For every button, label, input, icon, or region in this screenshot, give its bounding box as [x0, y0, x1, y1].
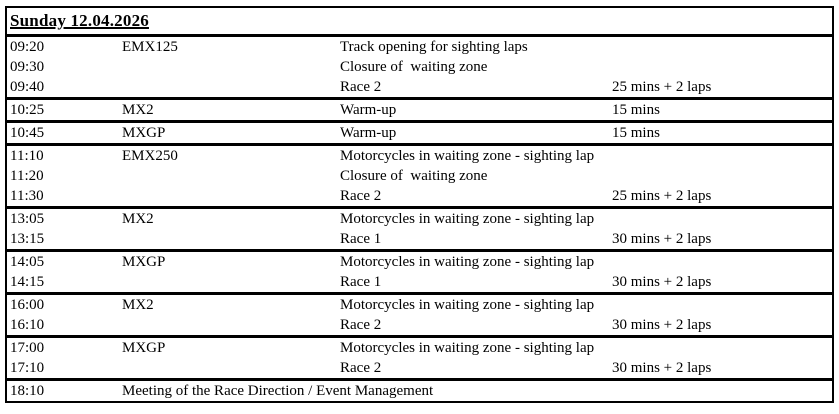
duration-cell: 15 mins	[612, 102, 660, 118]
description-cell: Race 1	[340, 231, 382, 247]
description-cell: Motorcycles in waiting zone - sighting l…	[340, 340, 595, 356]
class-cell: MXGP	[122, 125, 166, 141]
table-row: 14:05 MXGP Motorcycles in waiting zone -…	[7, 252, 832, 272]
schedule-table: Sunday 12.04.2026 09:20 EMX125 Track ope…	[5, 6, 834, 403]
time-cell: 10:45	[10, 125, 45, 141]
class-cell: EMX250	[122, 148, 178, 164]
description-cell: Race 1	[340, 274, 382, 290]
time-cell: 11:10	[10, 148, 44, 164]
schedule-group-emx125: 09:20 EMX125 Track opening for sighting …	[7, 34, 832, 97]
schedule-group-mx2-race2: 16:00 MX2 Motorcycles in waiting zone - …	[7, 292, 832, 335]
schedule-group-emx250: 11:10 EMX250 Motorcycles in waiting zone…	[7, 143, 832, 206]
description-cell: Motorcycles in waiting zone - sighting l…	[340, 254, 595, 270]
time-cell: 09:20	[10, 39, 45, 55]
description-cell: Closure of waiting zone	[340, 59, 488, 75]
schedule-group-mx2-race1: 13:05 MX2 Motorcycles in waiting zone - …	[7, 206, 832, 249]
duration-cell: 25 mins + 2 laps	[612, 79, 712, 95]
table-row: 17:10 Race 2 30 mins + 2 laps	[7, 358, 832, 378]
duration-cell: 25 mins + 2 laps	[612, 188, 712, 204]
time-cell: 09:40	[10, 79, 45, 95]
description-cell: Warm-up	[340, 102, 397, 118]
table-row: 11:20 Closure of waiting zone	[7, 166, 832, 186]
time-cell: 16:10	[10, 317, 45, 333]
time-cell: 13:15	[10, 231, 45, 247]
table-row: 16:00 MX2 Motorcycles in waiting zone - …	[7, 295, 832, 315]
class-cell: MXGP	[122, 254, 166, 270]
table-row: 13:15 Race 1 30 mins + 2 laps	[7, 229, 832, 249]
description-cell: Race 2	[340, 360, 382, 376]
time-cell: 17:10	[10, 360, 45, 376]
table-row: 11:10 EMX250 Motorcycles in waiting zone…	[7, 146, 832, 166]
schedule-group-mxgp-race2: 17:00 MXGP Motorcycles in waiting zone -…	[7, 335, 832, 378]
schedule-group-mxgp-race1: 14:05 MXGP Motorcycles in waiting zone -…	[7, 249, 832, 292]
time-cell: 13:05	[10, 211, 45, 227]
table-row: 09:30 Closure of waiting zone	[7, 57, 832, 77]
table-row: 13:05 MX2 Motorcycles in waiting zone - …	[7, 209, 832, 229]
class-cell: MX2	[122, 297, 154, 313]
table-row: 10:25 MX2 Warm-up 15 mins	[7, 100, 832, 120]
description-cell: Race 2	[340, 188, 382, 204]
duration-cell: 30 mins + 2 laps	[612, 274, 712, 290]
time-cell: 09:30	[10, 59, 45, 75]
table-row: 09:20 EMX125 Track opening for sighting …	[7, 37, 832, 57]
schedule-group-mxgp-warmup: 10:45 MXGP Warm-up 15 mins	[7, 120, 832, 143]
schedule-group-meeting: 18:10 Meeting of the Race Direction / Ev…	[7, 378, 832, 401]
description-cell: Warm-up	[340, 125, 397, 141]
table-row: 17:00 MXGP Motorcycles in waiting zone -…	[7, 338, 832, 358]
duration-cell: 30 mins + 2 laps	[612, 317, 712, 333]
duration-cell: 30 mins + 2 laps	[612, 360, 712, 376]
time-cell: 10:25	[10, 102, 45, 118]
duration-cell: 30 mins + 2 laps	[612, 231, 712, 247]
table-row: 11:30 Race 2 25 mins + 2 laps	[7, 186, 832, 206]
time-cell: 17:00	[10, 340, 45, 356]
description-cell: Closure of waiting zone	[340, 168, 488, 184]
time-cell: 16:00	[10, 297, 45, 313]
time-cell: 11:20	[10, 168, 44, 184]
table-row: 09:40 Race 2 25 mins + 2 laps	[7, 77, 832, 97]
class-cell: EMX125	[122, 39, 178, 55]
duration-cell: 15 mins	[612, 125, 660, 141]
description-cell: Track opening for sighting laps	[340, 39, 528, 55]
class-cell: MX2	[122, 102, 154, 118]
schedule-group-mx2-warmup: 10:25 MX2 Warm-up 15 mins	[7, 97, 832, 120]
time-cell: 11:30	[10, 188, 44, 204]
time-cell: 18:10	[10, 383, 45, 399]
description-cell: Motorcycles in waiting zone - sighting l…	[340, 148, 595, 164]
schedule-date-title: Sunday 12.04.2026	[10, 11, 149, 30]
time-cell: 14:05	[10, 254, 45, 270]
table-row: 14:15 Race 1 30 mins + 2 laps	[7, 272, 832, 292]
time-cell: 14:15	[10, 274, 45, 290]
description-cell: Meeting of the Race Direction / Event Ma…	[122, 383, 434, 399]
description-cell: Race 2	[340, 317, 382, 333]
class-cell: MX2	[122, 211, 154, 227]
description-cell: Race 2	[340, 79, 382, 95]
title-row: Sunday 12.04.2026	[7, 8, 832, 34]
description-cell: Motorcycles in waiting zone - sighting l…	[340, 297, 595, 313]
class-cell: MXGP	[122, 340, 166, 356]
description-cell: Motorcycles in waiting zone - sighting l…	[340, 211, 595, 227]
table-row: 18:10 Meeting of the Race Direction / Ev…	[7, 381, 832, 401]
table-row: 10:45 MXGP Warm-up 15 mins	[7, 123, 832, 143]
table-row: 16:10 Race 2 30 mins + 2 laps	[7, 315, 832, 335]
